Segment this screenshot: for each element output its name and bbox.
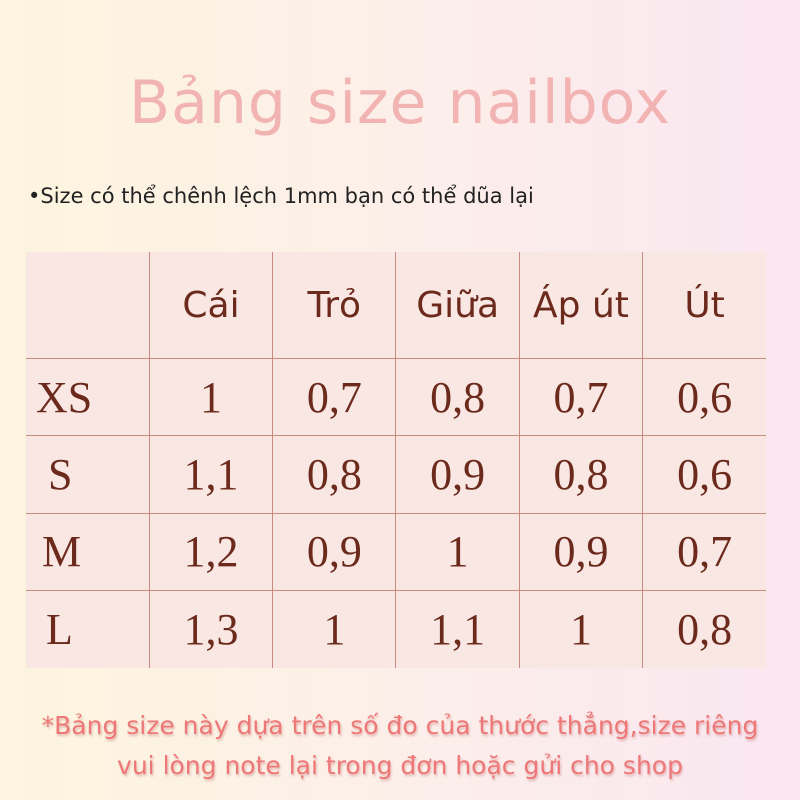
table-cell: 1,1 [148,435,274,514]
header-cell: Trỏ [272,252,397,359]
table-cell: 1,1 [395,590,520,668]
size-note: •Size có thể chênh lệch 1mm bạn có thể d… [28,184,534,208]
table-cell: 0,8 [395,357,520,437]
table-cell: 0,8 [272,435,397,514]
size-label: S [26,435,150,514]
size-label: L [26,590,150,668]
header-cell [26,252,150,359]
header-cell: Cái [148,252,274,359]
table-cell: 1 [395,512,520,592]
table-row: XS 1 0,7 0,8 0,7 0,6 [26,357,766,437]
table-cell: 0,8 [518,435,644,514]
table-cell: 0,7 [642,512,766,592]
table-cell: 1,2 [148,512,274,592]
table-cell: 1 [518,590,644,668]
table-row: M 1,2 0,9 1 0,9 0,7 [26,512,766,592]
table-cell: 0,6 [642,435,766,514]
size-label: XS [26,357,150,437]
size-label: M [26,512,150,592]
table-cell: 1 [272,590,397,668]
size-table: Cái Trỏ Giữa Áp út Út XS 1 0,7 0,8 0,7 0… [26,252,766,668]
table-cell: 1 [148,357,274,437]
table-row: L 1,3 1 1,1 1 0,8 [26,590,766,668]
header-cell: Áp út [518,252,644,359]
page-title: Bảng size nailbox [128,68,672,138]
table-cell: 0,7 [272,357,397,437]
table-row: S 1,1 0,8 0,9 0,8 0,6 [26,435,766,514]
table-cell: 0,9 [518,512,644,592]
table-cell: 0,8 [642,590,766,668]
header-cell: Út [642,252,766,359]
table-cell: 0,6 [642,357,766,437]
table-cell: 1,3 [148,590,274,668]
footer-line: vui lòng note lại trong đơn hoặc gửi cho… [117,751,683,780]
footer-note: *Bảng size này dựa trên số đo của thước … [0,706,800,786]
table-cell: 0,9 [272,512,397,592]
table-cell: 0,7 [518,357,644,437]
header-cell: Giữa [395,252,520,359]
table-header-row: Cái Trỏ Giữa Áp út Út [26,252,766,359]
footer-line: *Bảng size này dựa trên số đo của thước … [41,711,759,740]
table-cell: 0,9 [395,435,520,514]
